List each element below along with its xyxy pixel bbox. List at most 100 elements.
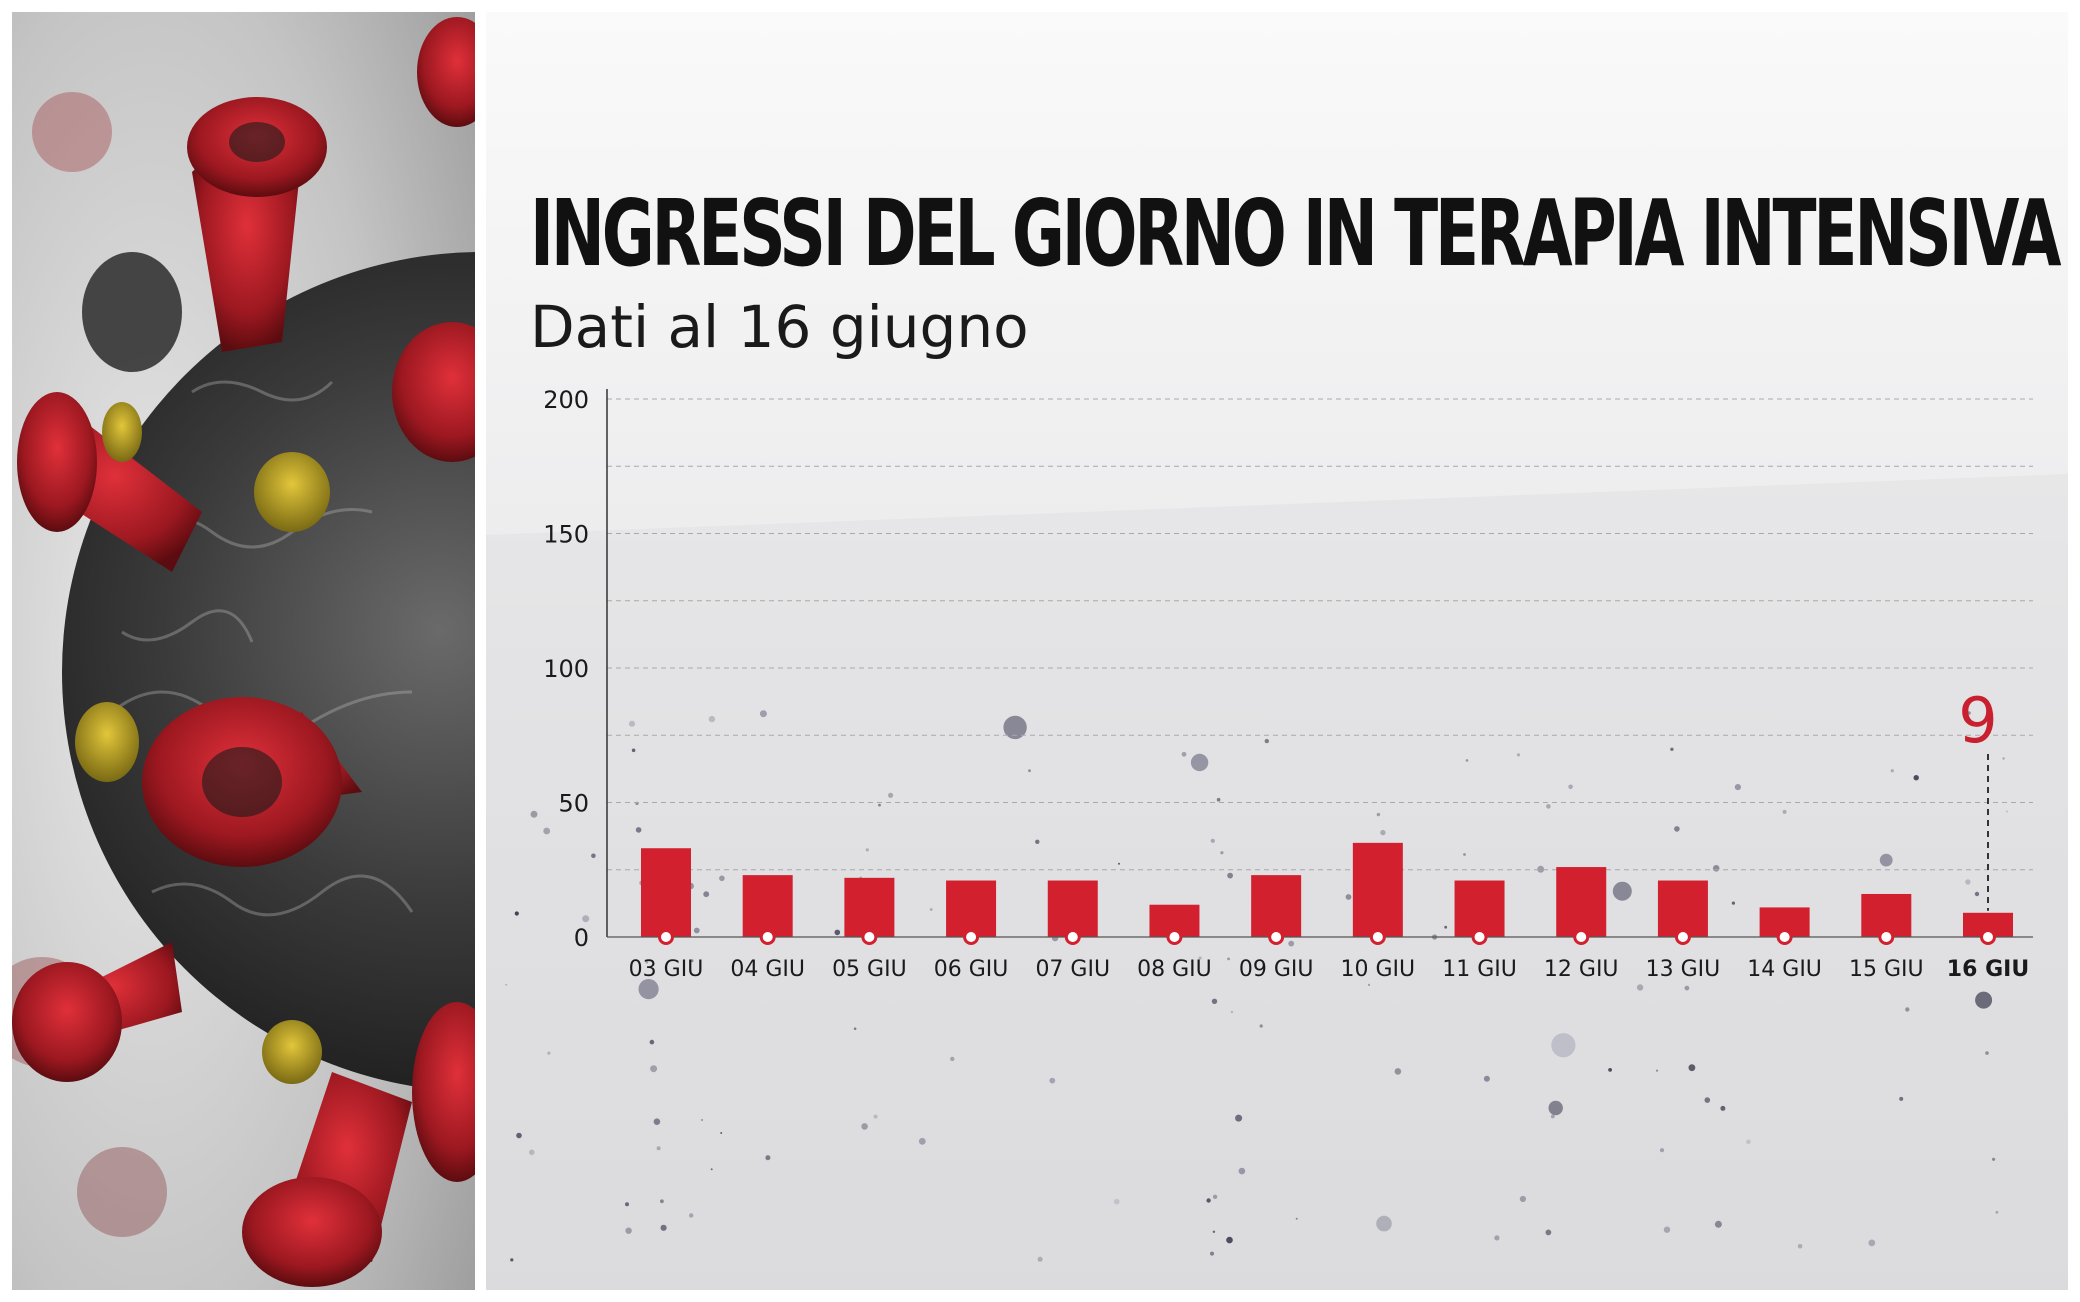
x-tick-label: 16 GIU (1947, 957, 2029, 982)
y-tick-label: 0 (574, 924, 589, 952)
dust-particle (1035, 839, 1040, 844)
baseline-marker (1064, 929, 1081, 945)
dust-particle (1734, 784, 1741, 791)
dust-particle (1465, 759, 1469, 762)
dust-particle (1230, 1010, 1234, 1014)
dust-particle (1985, 1051, 1989, 1055)
dust-particle (1545, 1229, 1552, 1236)
dust-particle (649, 1039, 655, 1045)
dust-particle (1259, 1024, 1263, 1028)
dust-particle (1376, 1215, 1392, 1232)
y-tick-label: 50 (558, 790, 589, 818)
dust-particle (1227, 957, 1230, 961)
dust-particle (1380, 829, 1386, 836)
dust-particle (765, 1155, 771, 1161)
baseline-marker (1369, 929, 1386, 945)
dust-particle (1992, 1157, 1996, 1161)
dust-particle (1211, 998, 1218, 1004)
dust-particle (865, 848, 869, 852)
y-axis: 0 50 100 150 200 (543, 386, 608, 952)
x-tick-label: 09 GIU (1239, 957, 1314, 982)
dust-particle (1905, 1007, 1910, 1012)
dust-particle (1720, 1105, 1726, 1111)
dust-particle (1731, 901, 1735, 905)
dust-particle (1198, 956, 1202, 960)
dust-particle (543, 827, 551, 835)
baseline-marker (1268, 929, 1285, 945)
dust-particle (861, 1123, 868, 1130)
dust-particle (1210, 1251, 1214, 1256)
highlight-annotation: 9 (1958, 684, 1998, 911)
bar (1047, 880, 1098, 937)
dust-particle (505, 983, 508, 986)
baseline-marker (1471, 929, 1488, 945)
bar (1251, 875, 1302, 937)
dust-particle (710, 1168, 713, 1171)
y-tick-label: 200 (543, 386, 589, 414)
dust-particle (1394, 1068, 1402, 1075)
dust-particle (628, 720, 636, 727)
dust-particle (1537, 865, 1545, 873)
dust-particle (1376, 812, 1381, 817)
dust-particle (929, 908, 933, 911)
dust-particle (1028, 769, 1031, 773)
dust-particle (1494, 1235, 1500, 1241)
chart-panel: 0 50 100 150 200 03 GIU 04 GIU 05 GIU 06 GIU 07 … (486, 12, 2068, 1290)
dust-particle (653, 1118, 661, 1125)
dust-particle (1548, 1100, 1563, 1116)
dust-particle (759, 710, 767, 718)
dust-particle (1746, 1139, 1751, 1145)
bars (641, 842, 2013, 937)
dust-particle (1264, 738, 1269, 744)
dust-particle (1704, 1097, 1711, 1103)
dust-particle (625, 1202, 629, 1207)
dust-particle (1235, 1114, 1243, 1122)
dust-particle (1037, 1256, 1043, 1262)
x-tick-label: 13 GIU (1646, 957, 1721, 982)
dust-particle (1295, 1217, 1298, 1220)
dust-particle (631, 748, 636, 753)
dust-particle (516, 1132, 522, 1139)
dust-particle (690, 959, 694, 963)
dust-particle (1181, 751, 1187, 757)
dust-particle (878, 803, 881, 807)
baseline-marker (861, 929, 878, 945)
dust-particle (1659, 1148, 1665, 1153)
dust-particle (1288, 940, 1295, 947)
dust-particle (1712, 865, 1720, 872)
x-axis: 03 GIU 04 GIU 05 GIU 06 GIU 07 GIU 08 GIU 09 G… (607, 929, 2033, 982)
dust-particle (660, 1199, 664, 1204)
dust-particle (1890, 769, 1894, 773)
dust-particle (1519, 1195, 1526, 1203)
baseline-marker (963, 929, 980, 945)
dust-particle (1483, 1075, 1490, 1082)
baseline-marker (1878, 929, 1895, 945)
dust-particle (1913, 775, 1919, 781)
dust-particle (530, 810, 538, 818)
dust-particle (1220, 851, 1224, 855)
dust-particle (635, 827, 642, 833)
dust-particle (1367, 983, 1371, 987)
x-tick-label: 15 GIU (1849, 957, 1924, 982)
dust-particle (1674, 826, 1680, 832)
dust-particle (1608, 1068, 1612, 1072)
dust-particle (1714, 1220, 1722, 1228)
dust-particle (1516, 753, 1521, 757)
dust-particle (1967, 711, 1971, 715)
dust-particle (1879, 853, 1893, 867)
x-tick-label: 05 GIU (832, 957, 907, 982)
dust-particle (1965, 879, 1971, 885)
baseline-marker (1573, 929, 1590, 945)
dust-particle (2005, 810, 2008, 813)
dust-particle (1113, 1198, 1120, 1205)
bar (1454, 880, 1505, 937)
dust-particle (514, 911, 519, 916)
dust-particle (950, 1056, 955, 1062)
chart-title: INGRESSI DEL GIORNO IN TERAPIA INTENSIVA (530, 180, 2062, 287)
x-tick-label: 03 GIU (629, 957, 704, 982)
dust-particle (591, 853, 596, 859)
chart-canvas: 0 50 100 150 200 03 GIU 04 GIU 05 GIU 06 GIU 07 … (486, 386, 2068, 1290)
virus-illustration (12, 12, 475, 1290)
dust-particle (1546, 804, 1551, 809)
dust-particle (1797, 1243, 1803, 1249)
